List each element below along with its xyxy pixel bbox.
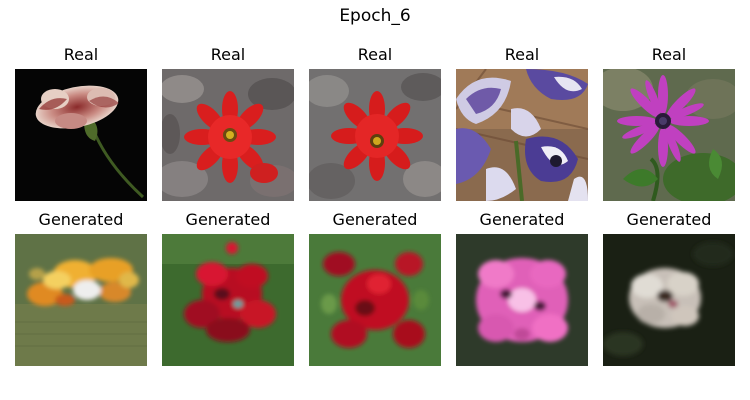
panel-title-real-5: Real (651, 45, 687, 64)
real-image-purple-daisy (603, 69, 735, 201)
panel-title-generated-3: Generated (332, 210, 418, 229)
real-image-dahlia-2 (309, 69, 441, 201)
generated-image-red-2 (309, 234, 441, 366)
generated-image-red-1 (162, 234, 294, 366)
panel-title-real-2: Real (210, 45, 246, 64)
panel-title-generated-5: Generated (626, 210, 712, 229)
panel-title-generated-4: Generated (479, 210, 565, 229)
figure-title: Epoch_6 (339, 6, 411, 26)
panel-title-real-3: Real (357, 45, 393, 64)
real-image-monkshood (456, 69, 588, 201)
real-image-dahlia-1 (162, 69, 294, 201)
generated-image-white (603, 234, 735, 366)
real-image-carnation (15, 69, 147, 201)
generated-image-orange (15, 234, 147, 366)
panel-title-real-4: Real (504, 45, 540, 64)
panel-title-generated-2: Generated (185, 210, 271, 229)
panel-title-generated-1: Generated (38, 210, 124, 229)
panel-title-real-1: Real (63, 45, 99, 64)
generated-image-pink (456, 234, 588, 366)
